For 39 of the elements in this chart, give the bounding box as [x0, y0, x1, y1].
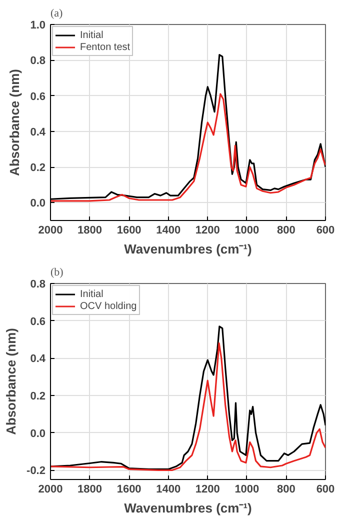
y-tick-label: 0.0 [30, 198, 46, 210]
legend-label: OCV holding [80, 300, 137, 312]
x-tick-label: 1600 [116, 484, 142, 496]
y-tick-label: 0.2 [30, 390, 46, 402]
x-axis-title: Wavenumbres (cm⁻¹) [124, 500, 252, 516]
y-tick-label: 0.8 [30, 278, 46, 290]
x-tick-label: 1400 [156, 484, 181, 496]
x-tick-label: 2000 [38, 484, 63, 496]
x-tick-label: 1000 [234, 484, 260, 496]
y-tick-label: 0.4 [30, 126, 46, 138]
x-tick-label: 1200 [195, 484, 220, 496]
x-axis-title: Wavenumbres (cm⁻¹) [124, 242, 252, 256]
legend-label: Initial [80, 288, 104, 300]
x-tick-label: 1600 [116, 224, 142, 236]
legend-label: Fenton test [80, 41, 130, 53]
x-tick-label: 1800 [78, 484, 102, 496]
y-tick-label: 0.6 [30, 90, 46, 103]
x-tick-label: 600 [316, 224, 335, 236]
x-tick-label: 600 [316, 484, 335, 496]
line-series [50, 93, 326, 202]
x-tick-label: 1200 [195, 224, 220, 236]
x-tick-label: 2000 [38, 224, 63, 236]
y-axis-title: Absorbance (nm) [7, 69, 22, 176]
x-tick-label: 1000 [234, 224, 260, 236]
x-tick-label: 1400 [156, 224, 181, 236]
x-tick-label: 800 [277, 484, 296, 496]
y-tick-label: -0.2 [26, 465, 46, 478]
x-tick-label: 800 [277, 224, 296, 236]
chart-title: (a) [50, 8, 64, 20]
y-tick-label: 0.2 [30, 162, 46, 174]
y-tick-label: 0.8 [30, 55, 46, 68]
y-tick-label: 0.6 [30, 316, 46, 328]
y-tick-label: 0.0 [30, 428, 46, 440]
chart-title: (b) [50, 266, 64, 278]
x-tick-label: 1800 [78, 224, 102, 236]
legend-label: Initial [80, 29, 104, 41]
y-tick-label: 1.0 [30, 20, 46, 32]
y-tick-label: 0.4 [30, 353, 46, 366]
y-axis-title: Absorbance (nm) [4, 328, 19, 435]
